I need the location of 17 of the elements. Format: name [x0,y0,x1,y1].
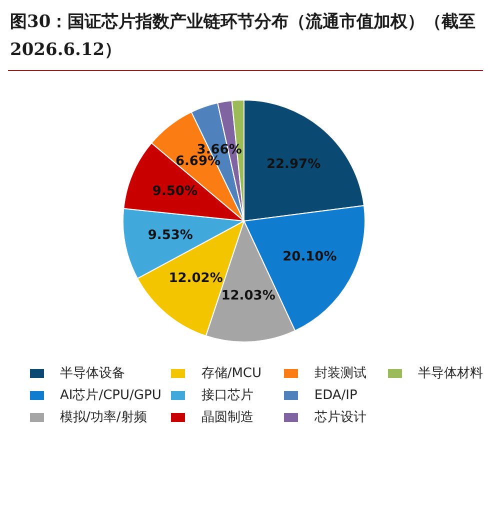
legend-label: 接口芯片 [201,387,254,404]
data-label: 9.50% [152,184,198,200]
legend-label: 半导体材料 [418,365,483,382]
legend-label: 晶圆制造 [201,409,254,426]
data-label: 9.53% [148,228,193,244]
legend-label: 封装测试 [314,365,366,382]
data-label: 22.97% [266,157,321,172]
legend-label: 存储/MCU [201,365,262,382]
legend-label: 模拟/功率/射频 [60,409,147,426]
data-label: 12.03% [221,288,276,304]
legend-label: 半导体设备 [60,365,125,382]
chart-title: 图30：国证芯片指数产业链环节分布（流通市值加权）（截至 2026.6.12） [8,8,483,71]
legend-label: EDA/IP [314,388,358,402]
data-label: 12.02% [168,270,223,286]
legend-label: 芯片设计 [314,409,366,426]
data-label: 20.10% [282,250,337,265]
legend-label: AI芯片/CPU/GPU [60,387,162,404]
